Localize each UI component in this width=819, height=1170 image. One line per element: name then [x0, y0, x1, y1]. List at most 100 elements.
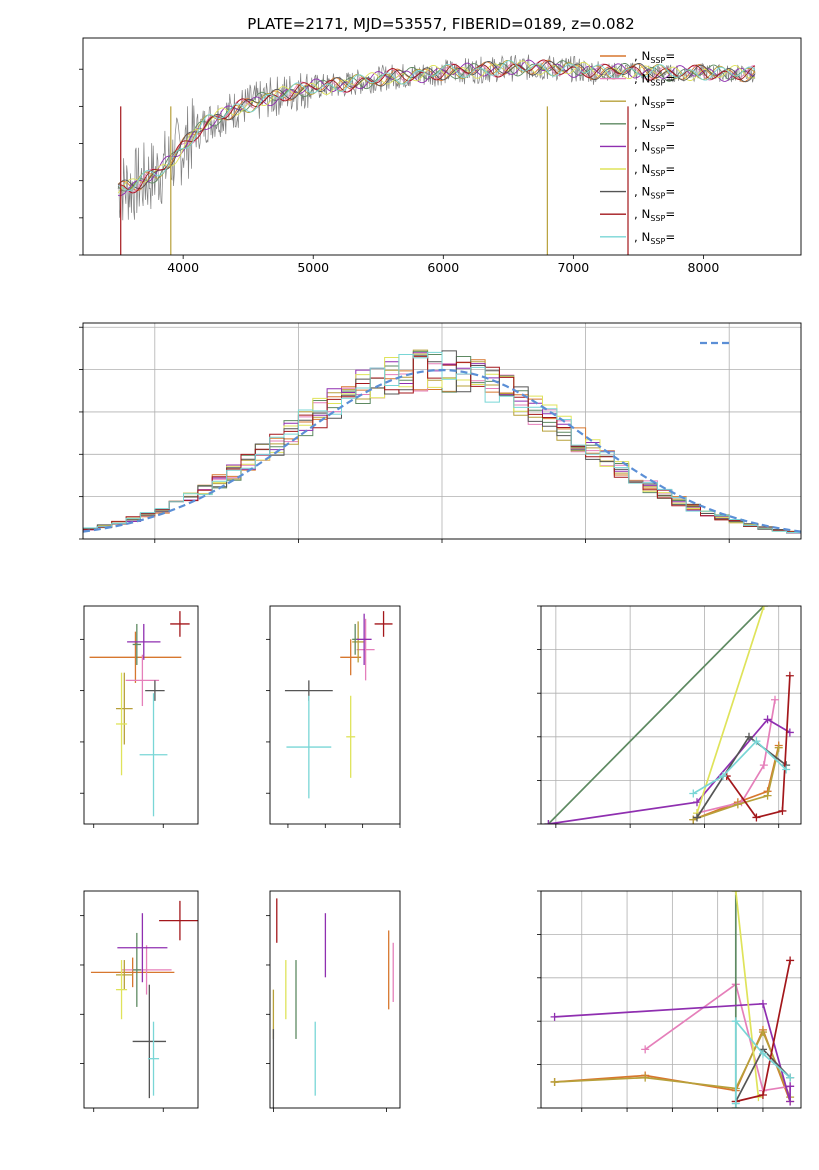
- mass-weight-marker: [782, 765, 791, 774]
- mass-weight-marker: [758, 999, 767, 1008]
- legend-nssp-eq: =: [665, 139, 675, 153]
- mass-weight-marker: [733, 800, 742, 809]
- legend-nssp-prefix: , N: [634, 72, 650, 86]
- legend-nssp-prefix: , N: [634, 117, 650, 131]
- mass-weight-marker: [731, 1099, 740, 1108]
- mass-weight-marker: [774, 743, 783, 752]
- legend-nssp-sub: SSP: [650, 124, 665, 133]
- legend-nssp-sub: SSP: [650, 79, 665, 88]
- mass-weight-marker: [758, 1049, 767, 1058]
- legend-nssp-prefix: , N: [634, 94, 650, 108]
- legend-nssp-prefix: , N: [634, 207, 650, 221]
- legend-nssp-eq: =: [665, 94, 675, 108]
- mass-weight-marker: [641, 1045, 650, 1054]
- errorbar-point: [127, 623, 161, 660]
- spectrum-model-line: [117, 60, 756, 190]
- age-vs-mass-panel: [266, 605, 401, 828]
- mass-weight-line: [734, 1018, 791, 1104]
- spectrum-model-line: [117, 60, 756, 194]
- errorbar-point: [145, 680, 165, 701]
- legend-nssp-prefix: , N: [634, 185, 650, 199]
- mass-weight-marker: [778, 806, 787, 815]
- legend-entry: , NSSP=: [634, 185, 675, 201]
- errorbar-point: [89, 631, 182, 683]
- mass-weight-line: [696, 606, 765, 814]
- plot-layer: 4000 5000 6000 7000 8000, NSSP=, NSSP=, NSSP…: [79, 37, 802, 1112]
- errorbar-point: [121, 945, 172, 995]
- mass-weight-line: [693, 747, 780, 821]
- mass-weight-vs-age-marks: [544, 606, 794, 824]
- mass-weight-marker: [550, 1077, 559, 1086]
- axes-frame: [269, 890, 401, 1109]
- errorbar-point: [374, 611, 393, 637]
- mass-weight-marker: [785, 671, 794, 680]
- legend-nssp-eq: =: [665, 117, 675, 131]
- mass-weight-marker: [786, 1097, 795, 1106]
- errorbar-point: [139, 693, 168, 817]
- age-vs-Z-panel: [80, 605, 199, 828]
- spectrum-legend: , NSSP=, NSSP=, NSSP=, NSSP=, NSSP=, NSS…: [600, 49, 675, 246]
- mass-weight-marker: [731, 1017, 740, 1026]
- spectrum-panel: 4000 5000 6000 7000 8000, NSSP=, NSSP=, NSSP…: [79, 37, 802, 275]
- mass-weight-marker: [786, 956, 795, 965]
- mass-weight-vs-age-panel: [537, 605, 802, 828]
- legend-nssp-sub: SSP: [650, 192, 665, 201]
- spectrum-marks: [117, 54, 756, 255]
- legend-nssp-eq: =: [665, 230, 675, 244]
- axes-frame: [540, 890, 802, 1109]
- residuals-marks: [83, 349, 801, 534]
- mass-weight-marker: [759, 761, 768, 770]
- legend-nssp-prefix: , N: [634, 139, 650, 153]
- legend-nssp-sub: SSP: [650, 56, 665, 65]
- legend-nssp-sub: SSP: [650, 101, 665, 110]
- figure-title: PLATE=2171, MJD=53557, FIBERID=0189, z=0…: [247, 15, 634, 33]
- legend-entry: , NSSP=: [634, 117, 675, 133]
- axes-frame: [83, 890, 199, 1109]
- legend-nssp-sub: SSP: [650, 214, 665, 223]
- errorbar-point: [132, 623, 141, 665]
- legend-entry: , NSSP=: [634, 139, 675, 155]
- axes-frame: [269, 605, 401, 825]
- mass-weight-marker: [550, 1012, 559, 1021]
- legend-nssp-sub: SSP: [650, 146, 665, 155]
- mass-weight-line: [726, 675, 791, 819]
- mass-weight-line: [692, 740, 787, 795]
- mass-weight-vs-Z-panel: [537, 890, 802, 1112]
- mass-weight-marker: [763, 715, 772, 724]
- legend-nssp-eq: =: [665, 185, 675, 199]
- age-vs-Z-marks: [89, 611, 190, 817]
- x-tick-label: 7000: [557, 260, 589, 275]
- errorbar-point: [115, 960, 133, 990]
- mass-weight-marker: [763, 791, 772, 800]
- normal-curve: [83, 368, 801, 533]
- mass-weight-line: [734, 891, 760, 1098]
- errorbar-point: [115, 960, 128, 1020]
- legend-entry: , NSSP=: [634, 72, 675, 88]
- spectrum-model-line: [117, 59, 756, 194]
- mass-weight-marker: [693, 813, 701, 822]
- errorbar-point: [170, 611, 190, 637]
- mass-weight-marker: [641, 1073, 650, 1082]
- mass-weight-marker: [731, 891, 740, 895]
- errorbar-point: [117, 913, 168, 983]
- legend-nssp-sub: SSP: [650, 169, 665, 178]
- errorbar-point: [356, 618, 375, 681]
- mass-weight-marker: [745, 732, 753, 741]
- mass-vs-ebv-marks: [272, 898, 394, 1108]
- errorbar-point: [115, 672, 128, 776]
- errorbar-point: [90, 957, 175, 988]
- legend-nssp-sub: SSP: [650, 237, 665, 246]
- errorbar-point: [356, 613, 372, 665]
- mass-vs-Z-marks: [90, 900, 198, 1099]
- x-tick-label: 8000: [688, 260, 720, 275]
- legend-entry: , NSSP=: [634, 162, 675, 178]
- errorbar-point: [125, 654, 160, 707]
- axes-frame: [82, 322, 802, 540]
- axes-frame: [83, 605, 199, 825]
- legend-nssp-prefix: , N: [634, 49, 650, 63]
- errorbar-point: [346, 695, 356, 778]
- mass-weight-marker: [786, 1073, 795, 1082]
- mass-weight-marker: [758, 1028, 767, 1037]
- spectrum-model-line: [117, 60, 756, 191]
